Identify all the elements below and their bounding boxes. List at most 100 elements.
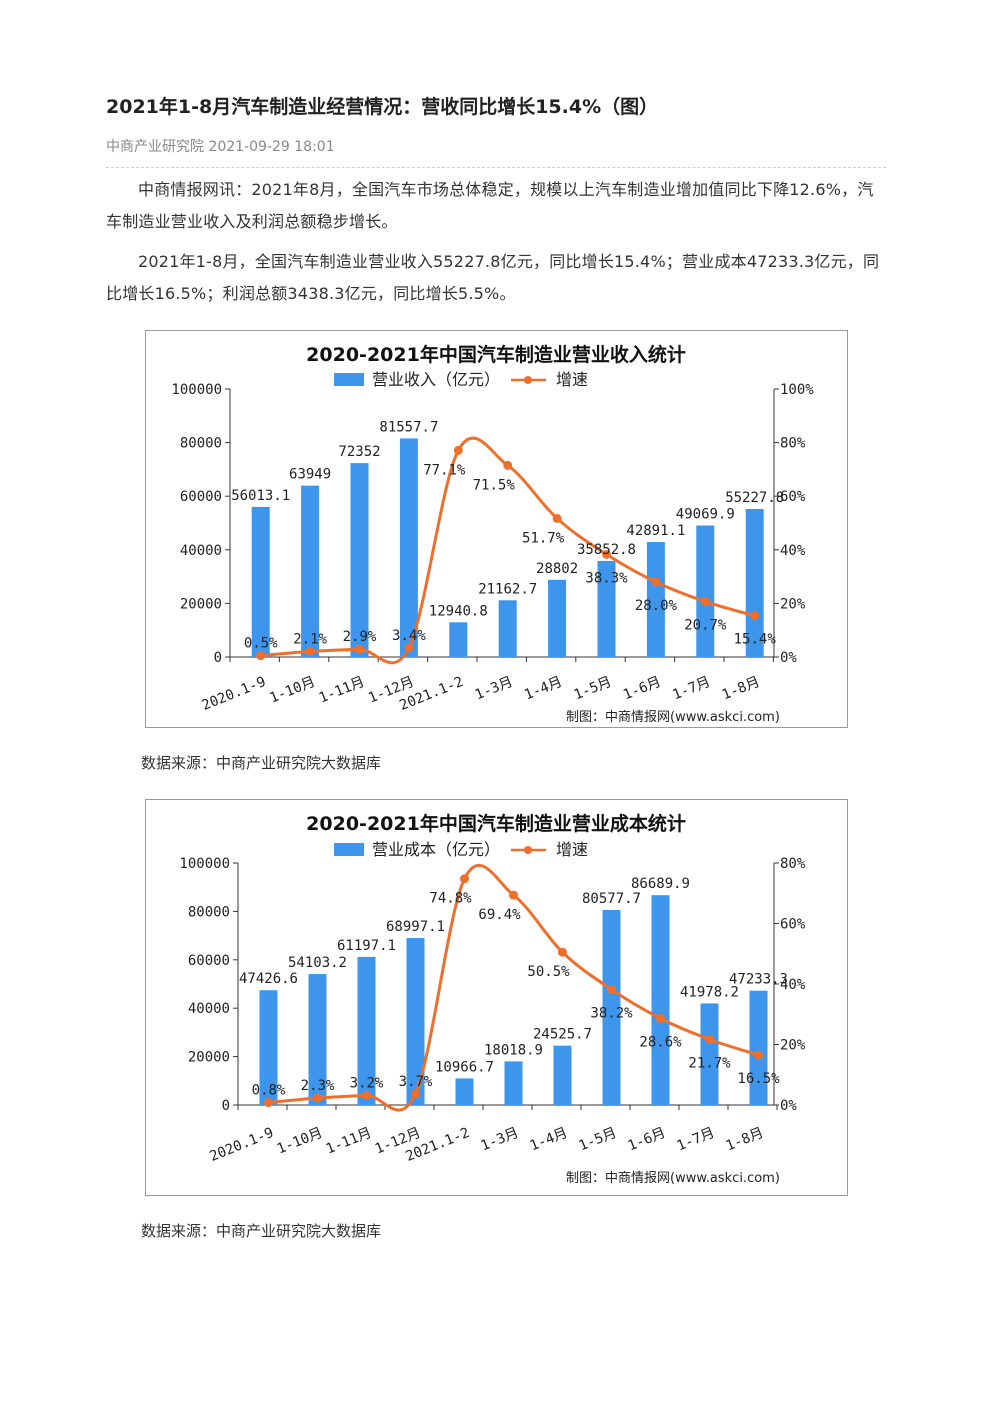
divider (106, 167, 886, 168)
growth-point (509, 890, 518, 900)
x-tick-label: 2020.1-9 (200, 674, 269, 714)
y-tick-label-right: 80% (780, 856, 806, 872)
legend-line-marker (524, 846, 532, 854)
bar (651, 895, 670, 1105)
cost-chart: 2020-2021年中国汽车制造业营业成本统计营业成本（亿元） 增速 0 20000 4… (145, 799, 848, 1196)
bar (406, 938, 425, 1105)
growth-point (503, 460, 513, 470)
bar (646, 542, 665, 657)
bar (259, 990, 278, 1105)
growth-value-label: 74.8% (429, 891, 472, 907)
growth-value-label: 21.7% (688, 1055, 731, 1071)
growth-value-label: 38.3% (585, 570, 628, 586)
bar-value-label: 81557.7 (379, 419, 438, 435)
y-tick-label-left: 40000 (188, 1001, 230, 1017)
bar-value-label: 21162.7 (478, 581, 537, 597)
growth-value-label: 69.4% (478, 907, 521, 923)
growth-value-label: 38.2% (590, 1005, 633, 1021)
bar (449, 622, 468, 657)
x-tick-label: 2020.1-9 (207, 1125, 276, 1165)
x-tick-label: 1-5月 (572, 674, 614, 704)
bar (745, 508, 764, 657)
y-tick-label-left: 80000 (180, 436, 222, 452)
growth-value-label: 2.9% (343, 629, 377, 645)
x-tick-label: 1-8月 (724, 1125, 766, 1155)
bar-value-label: 55227.8 (725, 490, 784, 506)
growth-point (404, 643, 414, 653)
bar (308, 974, 327, 1105)
y-tick-label-left: 0 (222, 1098, 230, 1114)
legend-line-marker (524, 376, 532, 384)
x-tick-label: 1-7月 (675, 1125, 717, 1155)
y-tick-label-right: 40% (780, 543, 806, 559)
chart-legend: 营业成本（亿元） 增速 (334, 840, 588, 859)
growth-value-label: 2.1% (293, 631, 327, 647)
legend-line-label: 增速 (556, 840, 588, 859)
bar-value-label: 10966.7 (435, 1059, 494, 1075)
bar (602, 910, 621, 1105)
growth-value-label: 15.4% (734, 632, 777, 648)
paragraph-2: 2021年1-8月，全国汽车制造业营业收入55227.8亿元，同比增长15.4%… (106, 252, 880, 303)
x-tick-label: 1-6月 (621, 674, 663, 704)
x-tick-label: 1-6月 (626, 1125, 668, 1155)
y-tick-label-left: 100000 (179, 856, 230, 872)
growth-point (656, 1013, 665, 1023)
growth-value-label: 3.7% (399, 1074, 433, 1090)
growth-value-label: 3.2% (350, 1075, 384, 1091)
growth-point (552, 513, 562, 523)
bar-value-label: 63949 (289, 467, 331, 483)
chart-title: 2020-2021年中国汽车制造业营业成本统计 (306, 812, 686, 835)
bar (700, 1003, 719, 1105)
bar (553, 1045, 572, 1105)
chart-credit: 制图：中商情报网(www.askci.com) (566, 1171, 780, 1186)
y-tick-label-left: 40000 (180, 543, 222, 559)
growth-point (313, 1093, 322, 1103)
bar-value-label: 68997.1 (386, 919, 445, 935)
data-source-2: 数据来源：中商产业研究院大数据库 (141, 1222, 382, 1240)
x-tick-label: 1-11月 (324, 1125, 374, 1158)
growth-value-label: 0.8% (252, 1083, 286, 1099)
bar-value-label: 47426.6 (239, 971, 298, 987)
bar (597, 560, 616, 657)
y-tick-label-left: 20000 (188, 1050, 230, 1066)
y-tick-label-left: 20000 (180, 596, 222, 612)
growth-point (750, 611, 760, 621)
y-tick-label-right: 60% (780, 489, 806, 505)
growth-point (460, 874, 469, 884)
bar-value-label: 24525.7 (533, 1027, 592, 1043)
growth-value-label: 51.7% (522, 530, 565, 546)
growth-value-label: 50.5% (527, 964, 570, 980)
bar (498, 600, 517, 657)
bar-value-label: 35852.8 (577, 542, 636, 558)
bar-value-label: 47233.3 (729, 972, 788, 988)
growth-point (362, 1090, 371, 1100)
bar (251, 506, 270, 657)
growth-point (264, 1098, 273, 1108)
bar (357, 956, 376, 1105)
y-tick-label-left: 100000 (171, 382, 222, 398)
bar (696, 525, 715, 657)
bar-value-label: 12940.8 (429, 603, 488, 619)
legend-bar-label: 营业成本（亿元） (372, 840, 500, 859)
bar-value-label: 42891.1 (626, 523, 685, 539)
growth-point (700, 597, 710, 607)
bar (504, 1061, 523, 1105)
x-tick-label: 1-3月 (473, 674, 515, 704)
bar (399, 438, 418, 657)
bar (548, 579, 567, 657)
growth-value-label: 28.0% (635, 598, 678, 614)
legend-bar-swatch (334, 843, 364, 856)
bar (455, 1078, 474, 1105)
y-tick-label-left: 80000 (188, 904, 230, 920)
y-tick-label-right: 80% (780, 436, 806, 452)
bar (749, 990, 768, 1105)
chart-legend: 营业收入（亿元） 增速 (334, 370, 588, 389)
y-tick-label-left: 60000 (188, 953, 230, 969)
growth-point (453, 445, 463, 455)
x-tick-label: 1-10月 (275, 1125, 325, 1158)
article-meta: 中商产业研究院 2021-09-29 18:01 (106, 139, 335, 155)
legend-bar-label: 营业收入（亿元） (372, 370, 500, 389)
growth-point (305, 646, 315, 656)
